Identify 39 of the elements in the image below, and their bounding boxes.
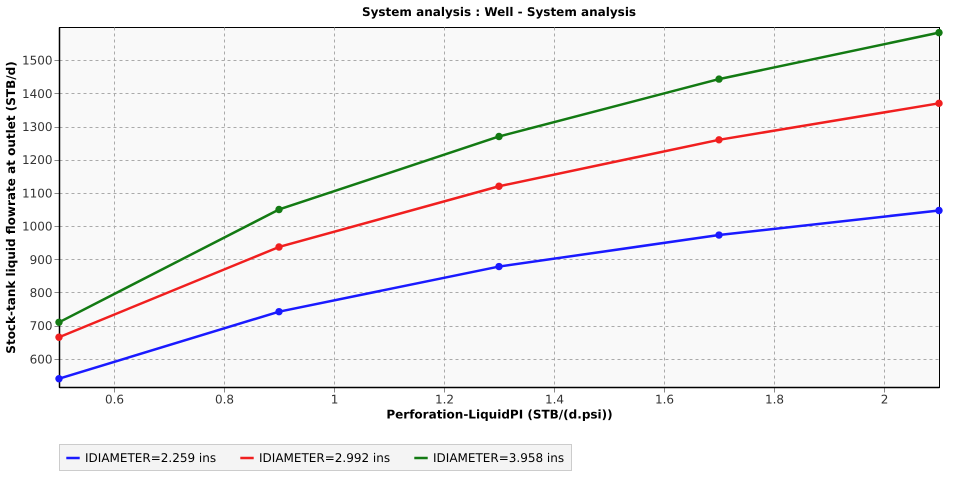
point [715, 136, 723, 144]
point [275, 206, 283, 214]
point [715, 75, 723, 83]
x-tick-label: 0.6 [104, 392, 124, 406]
x-tick-label: 1.8 [764, 392, 784, 406]
x-tick-label: 1.4 [544, 392, 564, 406]
x-tick-label: 1 [330, 392, 338, 406]
point [275, 243, 283, 251]
y-axis-title: Stock-tank liquid flowrate at outlet (STB/d) [4, 61, 18, 354]
point [715, 231, 723, 239]
y-tick-label: 600 [30, 352, 52, 366]
y-tick-label: 700 [30, 319, 52, 334]
x-tick-label: 1.2 [434, 392, 454, 406]
x-axis-title: Perforation-LiquidPI (STB/(d.psi)) [386, 408, 613, 422]
x-tick-label: 1.6 [654, 392, 674, 406]
y-tick-label: 1500 [22, 54, 52, 68]
x-tick-label: 2 [880, 392, 888, 406]
y-tick-label: 900 [30, 252, 52, 267]
point [275, 308, 283, 316]
x-tick-label: 0.8 [214, 392, 234, 406]
point [495, 182, 503, 190]
y-tick-label: 1200 [22, 153, 52, 168]
point [495, 262, 503, 270]
point [55, 334, 63, 341]
point [55, 375, 63, 382]
legend-label: IDIAMETER=2.992 ins [259, 451, 390, 465]
point [935, 100, 943, 108]
point [935, 206, 943, 214]
y-tick-label: 1300 [22, 120, 52, 134]
legend-label: IDIAMETER=2.259 ins [85, 451, 216, 465]
point [935, 28, 943, 36]
chart-title: System analysis : Well - System analysis [362, 5, 636, 19]
y-tick-label: 800 [30, 286, 52, 300]
point [55, 318, 63, 326]
y-tick-label: 1000 [22, 220, 52, 234]
y-tick-label: 1100 [22, 186, 52, 200]
legend-label: IDIAMETER=3.958 ins [433, 451, 564, 465]
point [495, 132, 503, 140]
y-tick-label: 1400 [22, 86, 52, 101]
